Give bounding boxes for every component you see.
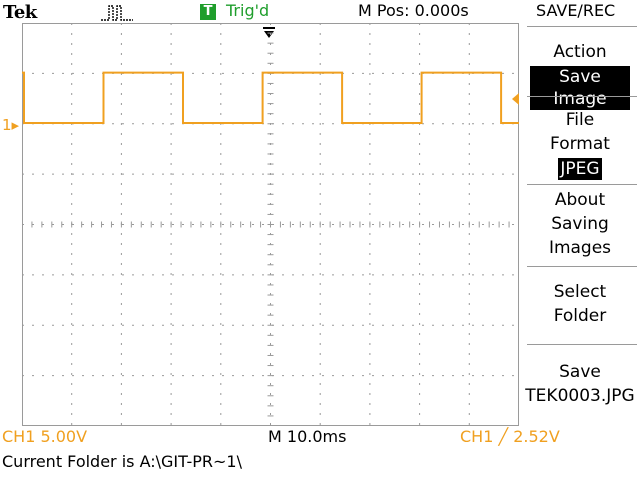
trigger-level-arrow-icon [512, 93, 519, 105]
menu-item-label: Save [559, 362, 601, 382]
menu-item-label: Select [553, 282, 607, 302]
menu-item-label: Images [548, 238, 612, 258]
ch1-ground-marker: 1▸ [2, 116, 20, 134]
menu-title: SAVE/REC [536, 1, 616, 20]
menu-divider [527, 184, 637, 185]
waveform-display[interactable] [22, 23, 519, 426]
graticule-grid [22, 23, 519, 426]
menu-divider [527, 96, 637, 97]
menu-item-label: About [554, 190, 606, 210]
file-format-value: JPEG [558, 158, 602, 180]
menu-item-label: Format [550, 134, 610, 154]
menu-divider [527, 344, 637, 345]
ch1-scale-readout: CH1 5.00V [2, 427, 88, 446]
acquire-pulse-icon [101, 5, 133, 21]
ch1-waveform-trace [22, 71, 519, 124]
timebase-readout: M 10.0ms [268, 427, 347, 446]
trigger-status-badge: T [200, 4, 216, 20]
menu-divider [527, 26, 637, 27]
save-filename: TEK0003.JPG [525, 386, 635, 406]
status-message: Current Folder is A:\GIT-PR~1\ [2, 452, 242, 471]
menu-item-label: Folder [553, 306, 607, 326]
menu-item-label: Saving [551, 214, 609, 234]
trigger-status: Trig'd [226, 1, 270, 20]
brand-logo: Tek [3, 2, 37, 23]
horizontal-position-readout: M Pos: 0.000s [358, 1, 469, 20]
menu-divider [527, 266, 637, 267]
menu-item-label: Action [553, 42, 607, 62]
menu-item-label: File [565, 110, 595, 130]
trigger-level-readout: CH1 ╱ 2.52V [460, 427, 560, 446]
action-value: Save Image [530, 66, 630, 110]
